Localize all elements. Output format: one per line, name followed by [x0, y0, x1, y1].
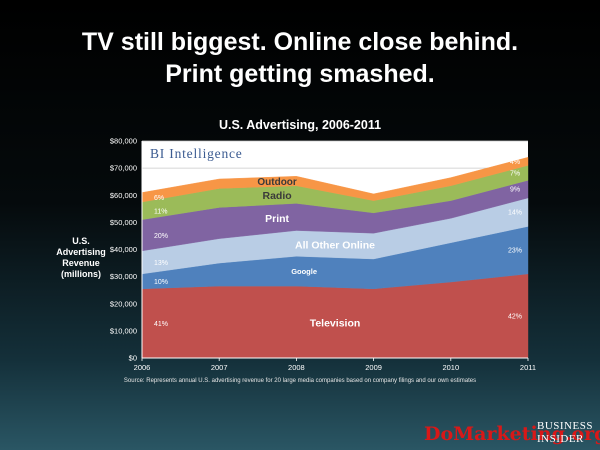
- y-tick-label: $80,000: [110, 137, 137, 146]
- start-percent-label: 13%: [154, 260, 168, 267]
- series-label-outdoor: Outdoor: [257, 177, 297, 188]
- start-percent-label: 20%: [154, 233, 168, 240]
- y-tick-label: $20,000: [110, 299, 137, 308]
- y-axis-label-line: U.S.: [72, 236, 90, 246]
- series-label-print: Print: [265, 213, 289, 225]
- y-axis-label-line: Advertising: [56, 247, 106, 257]
- chart-title: U.S. Advertising, 2006-2011: [218, 118, 382, 132]
- y-axis-label: U.S. Advertising Revenue (millions): [52, 236, 110, 280]
- x-tick-label: 2009: [365, 363, 382, 372]
- series-label-all-other-online: All Other Online: [295, 239, 375, 251]
- brand-line-2: INSIDER: [537, 433, 584, 445]
- end-percent-label: 42%: [508, 313, 522, 320]
- y-axis-label-line: (millions): [61, 269, 101, 279]
- y-tick-label: $40,000: [110, 245, 137, 254]
- business-insider-logo: BUSINESS INSIDER: [537, 420, 593, 446]
- stacked-areas: [141, 157, 529, 359]
- y-tick-label: $70,000: [110, 164, 137, 173]
- start-percent-label: 6%: [154, 195, 164, 202]
- axes: $0 $10,000 $20,000 $30,000 $40,000 $50,000 $60…: [110, 137, 536, 373]
- watermark: DoMarketing.org: [424, 423, 600, 445]
- end-percent-label: 14%: [508, 210, 522, 217]
- series-label-google: Google: [291, 267, 317, 276]
- y-tick-label: $10,000: [110, 326, 137, 335]
- y-axis-label-line: Revenue: [62, 258, 100, 268]
- start-percent-label: 11%: [154, 208, 168, 215]
- y-tick-label: $60,000: [110, 191, 137, 200]
- y-tick-label: $50,000: [110, 218, 137, 227]
- end-percent-label: 23%: [508, 248, 522, 255]
- end-percent-label: 4%: [510, 159, 520, 166]
- bi-intelligence-label: BI Intelligence: [150, 146, 243, 161]
- x-tick-label: 2010: [442, 363, 459, 372]
- y-tick-label: $30,000: [110, 272, 137, 281]
- slide-headline: TV still biggest. Online close behind. P…: [0, 26, 600, 90]
- data-labels: Television 41% 42% Google 10% 23% All Other On…: [154, 159, 522, 330]
- headline-line-1: TV still biggest. Online close behind.: [81, 28, 519, 56]
- end-percent-label: 9%: [510, 187, 520, 194]
- end-percent-label: 7%: [510, 170, 520, 177]
- y-tick-label: $0: [129, 354, 137, 363]
- brand-line-1: BUSINESS: [537, 420, 593, 432]
- series-label-radio: Radio: [263, 190, 292, 202]
- series-label-television: Television: [310, 317, 361, 329]
- x-tick-label: 2008: [288, 363, 305, 372]
- headline-line-2: Print getting smashed.: [165, 60, 435, 88]
- start-percent-label: 10%: [154, 279, 168, 286]
- x-tick-label: 2011: [520, 363, 536, 372]
- start-percent-label: 41%: [154, 321, 168, 328]
- x-tick-label: 2006: [134, 363, 151, 372]
- area-outdoor: [141, 157, 529, 203]
- x-tick-label: 2007: [211, 363, 228, 372]
- chart-source-note: Source: Represents annual U.S. advertisi…: [123, 378, 477, 384]
